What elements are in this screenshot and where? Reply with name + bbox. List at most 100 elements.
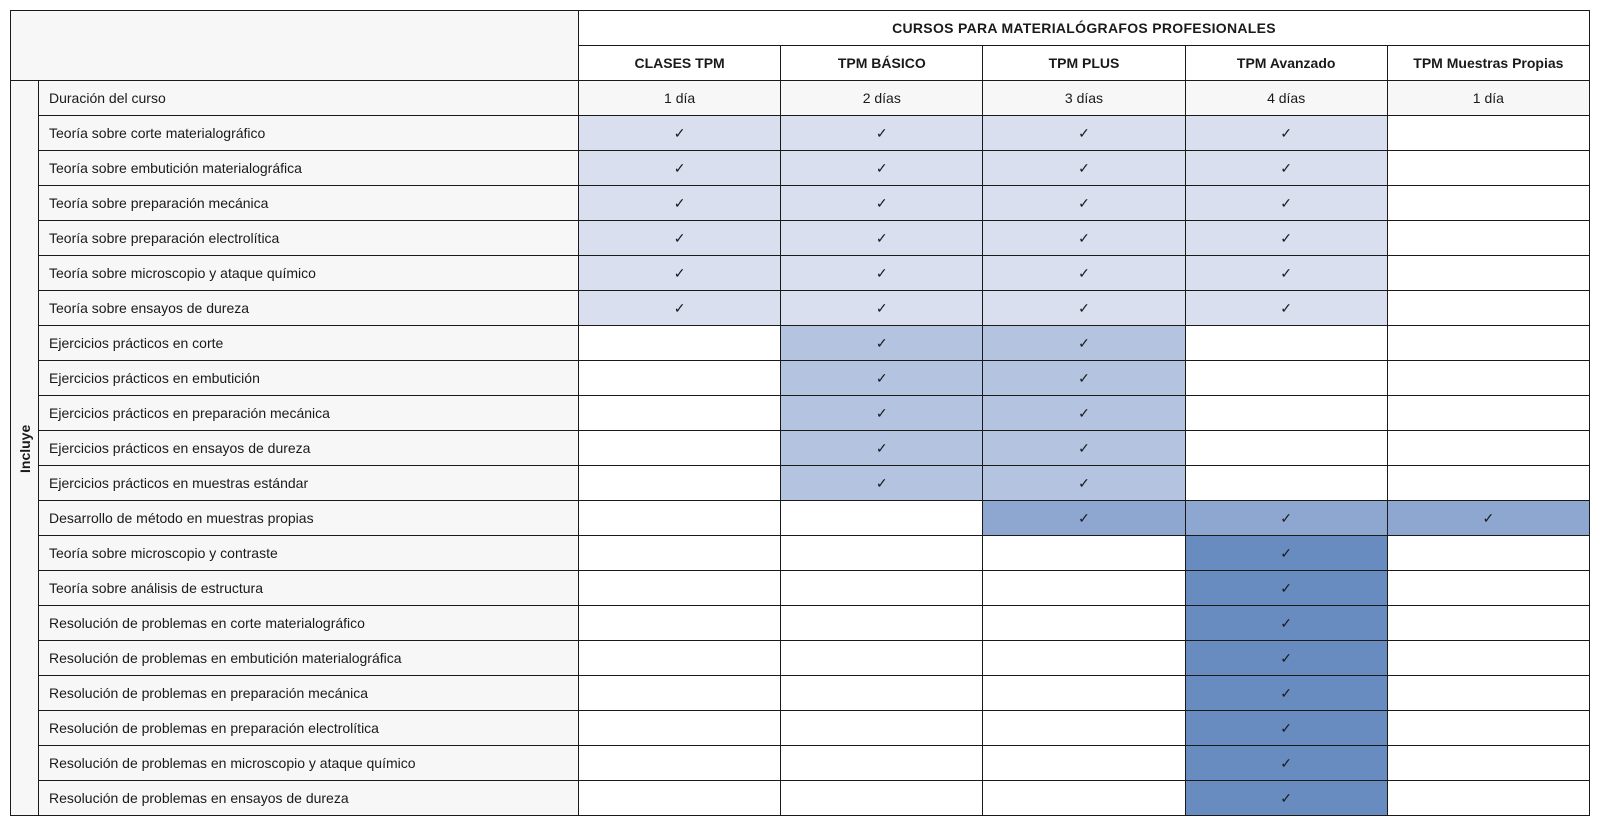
course-header: CLASES TPM: [579, 46, 781, 81]
feature-label: Ejercicios prácticos en muestras estánda…: [39, 466, 579, 501]
table-row: Teoría sobre ensayos de dureza✓✓✓✓: [11, 291, 1590, 326]
feature-cell: [781, 641, 983, 676]
table-row: Resolución de problemas en embutición ma…: [11, 641, 1590, 676]
feature-cell: ✓: [781, 256, 983, 291]
table-row: IncluyeDuración del curso1 día2 días3 dí…: [11, 81, 1590, 116]
feature-cell: [1387, 116, 1589, 151]
feature-cell: ✓: [1185, 711, 1387, 746]
feature-cell: [983, 746, 1185, 781]
feature-cell: ✓: [1185, 606, 1387, 641]
feature-cell: [983, 606, 1185, 641]
feature-label: Teoría sobre preparación electrolítica: [39, 221, 579, 256]
table-row: Teoría sobre análisis de estructura✓: [11, 571, 1590, 606]
feature-cell: ✓: [781, 151, 983, 186]
course-header: TPM BÁSICO: [781, 46, 983, 81]
table-row: Teoría sobre microscopio y contraste ✓: [11, 536, 1590, 571]
feature-cell: ✓: [983, 256, 1185, 291]
side-label: Incluye: [11, 81, 39, 816]
feature-cell: [579, 711, 781, 746]
feature-label: Teoría sobre corte materialográfico: [39, 116, 579, 151]
feature-cell: [579, 746, 781, 781]
feature-label: Resolución de problemas en corte materia…: [39, 606, 579, 641]
feature-cell: ✓: [579, 151, 781, 186]
feature-cell: ✓: [1185, 221, 1387, 256]
feature-cell: ✓: [983, 396, 1185, 431]
feature-cell: [579, 781, 781, 816]
feature-cell: ✓: [983, 361, 1185, 396]
feature-cell: [579, 606, 781, 641]
table-row: Resolución de problemas en preparación m…: [11, 676, 1590, 711]
table-row: Teoría sobre microscopio y ataque químic…: [11, 256, 1590, 291]
feature-cell: [781, 536, 983, 571]
feature-cell: [1185, 326, 1387, 361]
feature-cell: ✓: [1185, 186, 1387, 221]
table-row: Resolución de problemas en ensayos de du…: [11, 781, 1590, 816]
feature-cell: [579, 396, 781, 431]
feature-cell: [1387, 361, 1589, 396]
feature-label: Teoría sobre preparación mecánica: [39, 186, 579, 221]
feature-cell: ✓: [983, 291, 1185, 326]
feature-cell: [983, 781, 1185, 816]
feature-label: Resolución de problemas en preparación e…: [39, 711, 579, 746]
feature-cell: ✓: [781, 326, 983, 361]
feature-cell: ✓: [1185, 151, 1387, 186]
feature-cell: ✓: [1185, 116, 1387, 151]
duration-cell: 4 días: [1185, 81, 1387, 116]
feature-label: Teoría sobre microscopio y ataque químic…: [39, 256, 579, 291]
feature-cell: ✓: [983, 326, 1185, 361]
main-header: CURSOS PARA MATERIALÓGRAFOS PROFESIONALE…: [579, 11, 1590, 46]
feature-label: Resolución de problemas en microscopio y…: [39, 746, 579, 781]
feature-cell: [1387, 151, 1589, 186]
duration-label: Duración del curso: [39, 81, 579, 116]
feature-cell: [1387, 256, 1589, 291]
feature-cell: ✓: [1387, 501, 1589, 536]
feature-cell: [1387, 431, 1589, 466]
course-header: TPM Avanzado: [1185, 46, 1387, 81]
feature-cell: ✓: [579, 186, 781, 221]
table-body: IncluyeDuración del curso1 día2 días3 dí…: [11, 81, 1590, 816]
table-row: Ejercicios prácticos en preparación mecá…: [11, 396, 1590, 431]
feature-cell: ✓: [1185, 746, 1387, 781]
feature-cell: ✓: [983, 431, 1185, 466]
feature-cell: ✓: [1185, 641, 1387, 676]
feature-cell: ✓: [1185, 781, 1387, 816]
feature-label: Teoría sobre ensayos de dureza: [39, 291, 579, 326]
feature-cell: [579, 676, 781, 711]
feature-cell: ✓: [781, 221, 983, 256]
feature-cell: ✓: [1185, 256, 1387, 291]
feature-cell: ✓: [781, 186, 983, 221]
feature-cell: [1185, 361, 1387, 396]
feature-cell: ✓: [1185, 536, 1387, 571]
feature-cell: [579, 431, 781, 466]
feature-label: Ejercicios prácticos en ensayos de durez…: [39, 431, 579, 466]
feature-cell: [781, 746, 983, 781]
duration-cell: 2 días: [781, 81, 983, 116]
table-row: Resolución de problemas en corte materia…: [11, 606, 1590, 641]
table-row: Ejercicios prácticos en embutición✓✓: [11, 361, 1590, 396]
feature-label: Teoría sobre análisis de estructura: [39, 571, 579, 606]
feature-cell: [1387, 781, 1589, 816]
feature-cell: [1387, 746, 1589, 781]
feature-cell: ✓: [579, 291, 781, 326]
feature-cell: ✓: [983, 151, 1185, 186]
feature-label: Teoría sobre microscopio y contraste: [39, 536, 579, 571]
feature-cell: [1387, 606, 1589, 641]
feature-cell: ✓: [1185, 676, 1387, 711]
feature-cell: [983, 676, 1185, 711]
table-row: Teoría sobre corte materialográfico✓✓✓✓: [11, 116, 1590, 151]
course-header: TPM PLUS: [983, 46, 1185, 81]
feature-cell: ✓: [983, 116, 1185, 151]
table-row: Teoría sobre embutición materialográfica…: [11, 151, 1590, 186]
feature-cell: [1387, 711, 1589, 746]
course-comparison-table: CURSOS PARA MATERIALÓGRAFOS PROFESIONALE…: [10, 10, 1590, 816]
course-header: TPM Muestras Propias: [1387, 46, 1589, 81]
feature-cell: [1387, 676, 1589, 711]
feature-label: Ejercicios prácticos en embutición: [39, 361, 579, 396]
feature-cell: [1387, 536, 1589, 571]
feature-cell: [983, 711, 1185, 746]
feature-cell: [1387, 221, 1589, 256]
feature-cell: [1387, 291, 1589, 326]
feature-cell: ✓: [983, 466, 1185, 501]
feature-cell: [1387, 571, 1589, 606]
feature-cell: [781, 501, 983, 536]
